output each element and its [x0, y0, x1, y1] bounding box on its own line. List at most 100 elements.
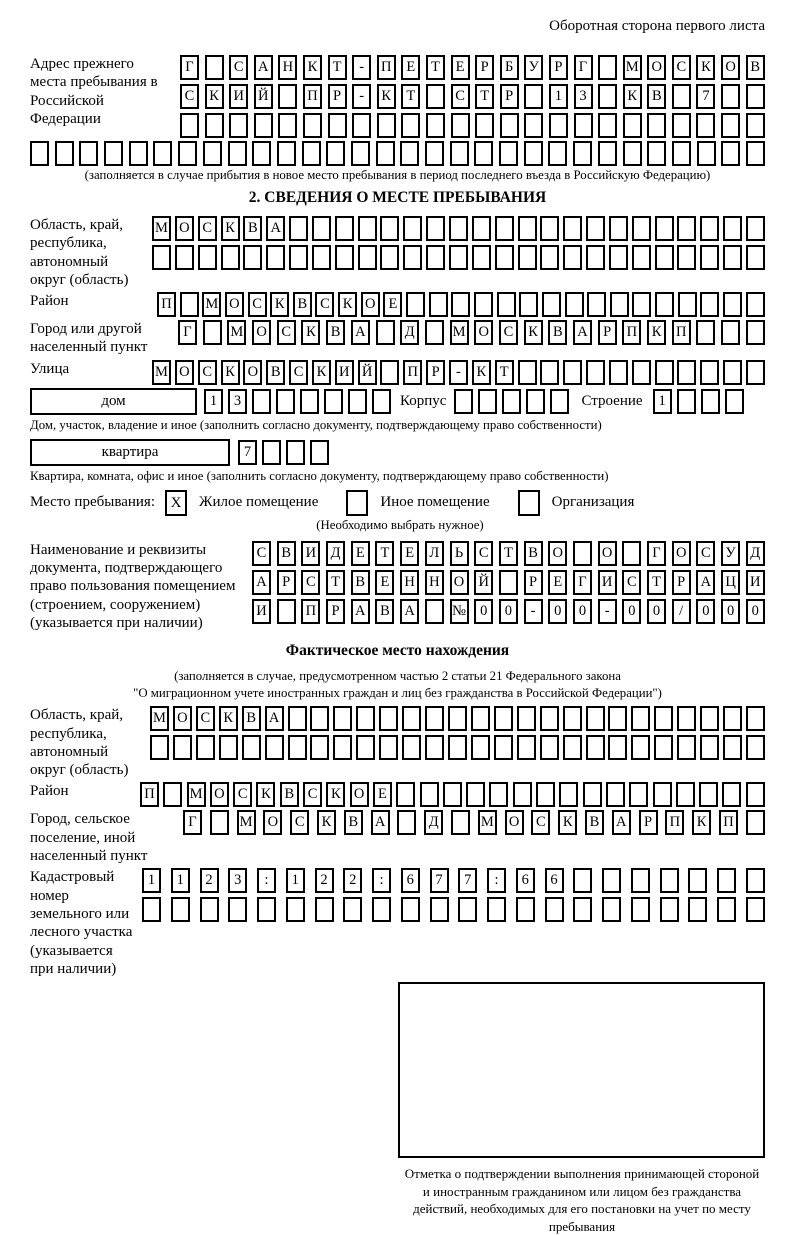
char-box[interactable]: А — [696, 569, 716, 595]
char-box[interactable] — [688, 868, 708, 894]
char-box[interactable] — [586, 245, 606, 270]
char-box[interactable] — [150, 735, 169, 761]
char-box[interactable]: К — [256, 782, 276, 808]
char-box[interactable] — [447, 706, 467, 732]
char-box[interactable] — [654, 245, 674, 270]
char-box[interactable] — [285, 897, 305, 923]
char-box[interactable] — [671, 141, 691, 166]
char-box[interactable] — [608, 735, 628, 761]
char-box[interactable]: О — [209, 782, 229, 808]
char-box[interactable] — [310, 439, 329, 465]
char-box[interactable] — [540, 245, 560, 270]
char-box[interactable]: В — [647, 84, 667, 109]
char-box[interactable] — [252, 388, 271, 414]
char-box[interactable]: Н — [278, 55, 298, 80]
char-box[interactable] — [202, 141, 222, 166]
char-box[interactable]: С — [531, 810, 551, 836]
char-box[interactable] — [429, 897, 449, 923]
char-box[interactable]: М — [477, 810, 497, 836]
char-box[interactable]: С — [247, 292, 267, 318]
char-box[interactable]: Г — [572, 569, 592, 595]
char-box[interactable] — [608, 245, 628, 270]
char-box[interactable] — [474, 141, 494, 166]
char-box[interactable] — [229, 113, 249, 138]
char-box[interactable] — [540, 216, 560, 241]
char-box[interactable]: Р — [548, 55, 568, 80]
char-box[interactable]: С — [197, 216, 217, 241]
char-box[interactable]: С — [315, 292, 335, 318]
char-box[interactable]: О — [174, 216, 194, 241]
char-box[interactable]: 3 — [228, 868, 248, 894]
char-box[interactable] — [449, 141, 469, 166]
char-box[interactable]: В — [279, 782, 299, 808]
char-box[interactable] — [582, 782, 602, 808]
char-box[interactable] — [602, 897, 621, 923]
char-box[interactable] — [425, 735, 445, 761]
char-box[interactable] — [585, 735, 605, 761]
char-box[interactable] — [494, 245, 514, 270]
char-box[interactable] — [197, 245, 217, 270]
char-box[interactable] — [688, 897, 708, 923]
char-box[interactable]: М — [152, 359, 171, 385]
char-box[interactable]: М — [236, 810, 256, 836]
char-box[interactable] — [350, 141, 370, 166]
char-box[interactable] — [286, 439, 305, 465]
char-box[interactable] — [499, 141, 519, 166]
char-box[interactable]: 7 — [458, 868, 478, 894]
char-box[interactable]: С — [303, 782, 323, 808]
char-box[interactable] — [333, 735, 353, 761]
char-box[interactable] — [559, 782, 579, 808]
char-box[interactable] — [502, 388, 522, 414]
char-box[interactable] — [745, 706, 765, 732]
char-box[interactable] — [311, 245, 331, 270]
char-box[interactable]: Д — [400, 320, 420, 346]
char-box[interactable] — [402, 706, 422, 732]
char-box[interactable] — [524, 84, 544, 109]
char-box[interactable] — [544, 897, 564, 923]
char-box[interactable] — [745, 735, 765, 761]
char-box[interactable]: - — [448, 359, 468, 385]
char-box[interactable]: Т — [647, 569, 666, 595]
char-box[interactable]: О — [224, 292, 244, 318]
char-box[interactable]: Р — [499, 84, 519, 109]
char-box[interactable] — [424, 320, 444, 346]
char-box[interactable]: - — [523, 598, 543, 624]
char-box[interactable] — [324, 388, 343, 414]
char-box[interactable]: Р — [475, 55, 495, 80]
char-box[interactable] — [493, 735, 513, 761]
char-box[interactable]: В — [375, 598, 395, 624]
char-box[interactable] — [195, 735, 215, 761]
char-box[interactable] — [276, 141, 296, 166]
char-box[interactable] — [517, 359, 537, 385]
char-box[interactable] — [523, 141, 543, 166]
char-box[interactable] — [717, 868, 736, 894]
char-box[interactable]: 2 — [314, 868, 334, 894]
char-box[interactable]: К — [220, 216, 240, 241]
char-box[interactable]: С — [498, 320, 518, 346]
char-box[interactable] — [170, 897, 190, 923]
char-box[interactable]: Т — [475, 84, 495, 109]
stay-option-checkbox[interactable]: X — [165, 489, 187, 516]
char-box[interactable] — [700, 706, 720, 732]
char-box[interactable] — [655, 292, 675, 318]
char-box[interactable]: В — [350, 569, 370, 595]
char-box[interactable]: А — [611, 810, 631, 836]
char-box[interactable]: П — [622, 320, 642, 346]
char-box[interactable] — [745, 84, 765, 109]
char-box[interactable] — [375, 141, 395, 166]
char-box[interactable] — [605, 782, 625, 808]
char-box[interactable] — [348, 388, 367, 414]
char-box[interactable]: И — [745, 569, 765, 595]
char-box[interactable]: В — [548, 320, 568, 346]
char-box[interactable]: М — [227, 320, 247, 346]
char-box[interactable] — [562, 735, 582, 761]
char-box[interactable] — [204, 55, 224, 80]
char-box[interactable] — [153, 141, 173, 166]
char-box[interactable] — [631, 245, 651, 270]
char-box[interactable] — [631, 735, 651, 761]
char-box[interactable] — [608, 706, 628, 732]
char-box[interactable]: Р — [523, 569, 543, 595]
char-box[interactable] — [343, 897, 363, 923]
char-box[interactable]: : — [257, 868, 276, 894]
char-box[interactable] — [419, 782, 439, 808]
